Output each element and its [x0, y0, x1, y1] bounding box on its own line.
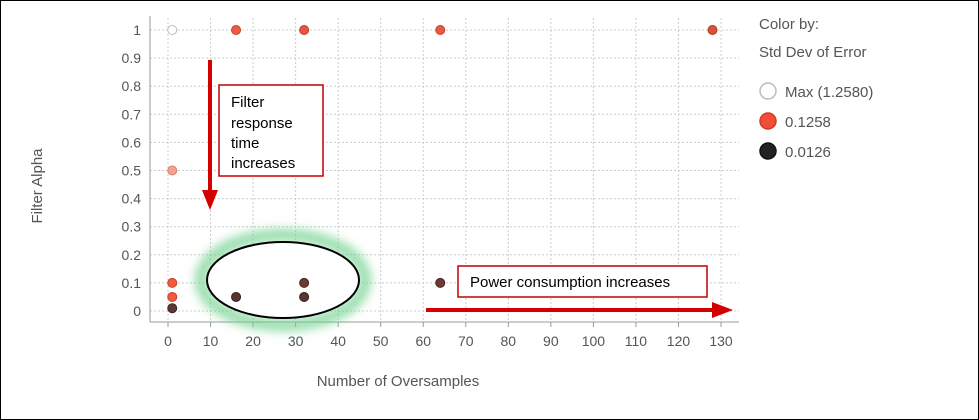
x-tick-label: 80: [501, 333, 517, 349]
x-tick-label: 100: [582, 333, 606, 349]
data-point: [299, 277, 310, 288]
x-tick-label: 0: [164, 333, 172, 349]
legend-entries: Max (1.2580) 0.1258 0.0126: [759, 82, 873, 161]
x-tick-label: 120: [667, 333, 691, 349]
response-time-annotation: Filter response time increases: [218, 84, 324, 177]
data-point: [435, 277, 446, 288]
y-tick-label: 0.8: [122, 78, 142, 94]
highlight-ellipse: [195, 229, 371, 331]
data-point: [167, 303, 178, 314]
x-tick-labels: 0 10 20 30 40 50 60 70 80 90 100 110 120 130: [164, 333, 733, 349]
vertical-arrow: [202, 60, 218, 210]
y-tick-label: 0.1: [122, 275, 142, 291]
x-tick-label: 110: [625, 333, 648, 349]
data-point: [167, 25, 178, 35]
x-tick-label: 60: [415, 333, 431, 349]
y-tick-label: 0.9: [122, 50, 142, 66]
legend-label-max: Max (1.2580): [785, 84, 873, 101]
x-tick-label: 90: [543, 333, 559, 349]
data-point: [299, 291, 310, 302]
legend-metric: Std Dev of Error: [759, 44, 867, 61]
legend-swatch-min: [759, 142, 777, 160]
x-tick-label: 50: [373, 333, 389, 349]
y-tick-label: 0.5: [122, 163, 142, 179]
y-tick-label: 0: [133, 303, 141, 319]
y-tick-label: 0.2: [122, 247, 142, 263]
data-point: [167, 291, 178, 302]
x-tick-label: 40: [330, 333, 346, 349]
legend-label-min: 0.0126: [785, 144, 831, 161]
x-tick-label: 10: [203, 333, 219, 349]
y-tick-label: 1: [133, 22, 141, 38]
y-axis-title: Filter Alpha: [29, 148, 46, 224]
legend-title: Color by:: [759, 16, 819, 33]
x-tick-label: 130: [709, 333, 733, 349]
x-tick-label: 30: [288, 333, 304, 349]
x-axis-title: Number of Oversamples: [317, 373, 480, 390]
data-point: [299, 25, 310, 35]
x-tick-label: 70: [458, 333, 474, 349]
annotation-line-3: time: [231, 135, 259, 152]
y-tick-label: 0.6: [122, 134, 142, 150]
legend: Color by: Std Dev of Error Max (1.2580) …: [759, 16, 873, 161]
data-point: [231, 291, 242, 302]
horizontal-arrow: [426, 302, 733, 318]
data-point: [435, 25, 446, 35]
legend-label-mid: 0.1258: [785, 114, 831, 131]
y-tick-label: 0.7: [122, 106, 142, 122]
y-tick-label: 0.4: [122, 191, 142, 207]
data-point: [231, 25, 242, 35]
legend-swatch-mid: [759, 112, 777, 130]
data-point: [167, 277, 178, 288]
legend-swatch-max: [759, 82, 777, 100]
annotation-line-4: increases: [231, 155, 295, 172]
y-tick-labels: 0 0.1 0.2 0.3 0.4 0.5 0.6 0.7 0.8 0.9 1: [122, 22, 142, 319]
x-tick-label: 20: [245, 333, 261, 349]
annotation-line-1: Filter: [231, 94, 264, 111]
power-annotation-text: Power consumption increases: [470, 274, 670, 291]
data-point: [707, 25, 718, 35]
data-points: [167, 25, 718, 314]
y-tick-label: 0.3: [122, 219, 142, 235]
annotation-line-2: response: [231, 115, 293, 132]
data-point: [167, 165, 178, 176]
power-consumption-annotation: Power consumption increases: [457, 265, 708, 298]
